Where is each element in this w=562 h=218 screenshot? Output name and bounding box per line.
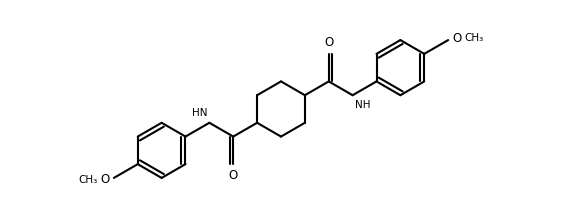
Text: CH₃: CH₃ <box>79 175 98 185</box>
Text: CH₃: CH₃ <box>464 33 483 43</box>
Text: O: O <box>324 36 333 49</box>
Text: O: O <box>229 169 238 182</box>
Text: NH: NH <box>355 100 370 110</box>
Text: O: O <box>452 32 461 45</box>
Text: HN: HN <box>192 108 207 118</box>
Text: O: O <box>101 173 110 186</box>
